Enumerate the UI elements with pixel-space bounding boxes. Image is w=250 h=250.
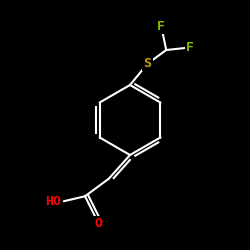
Text: F: F bbox=[157, 20, 165, 33]
Text: F: F bbox=[186, 41, 194, 54]
Text: O: O bbox=[95, 217, 103, 230]
Text: S: S bbox=[144, 57, 152, 70]
Text: HO: HO bbox=[45, 195, 61, 208]
